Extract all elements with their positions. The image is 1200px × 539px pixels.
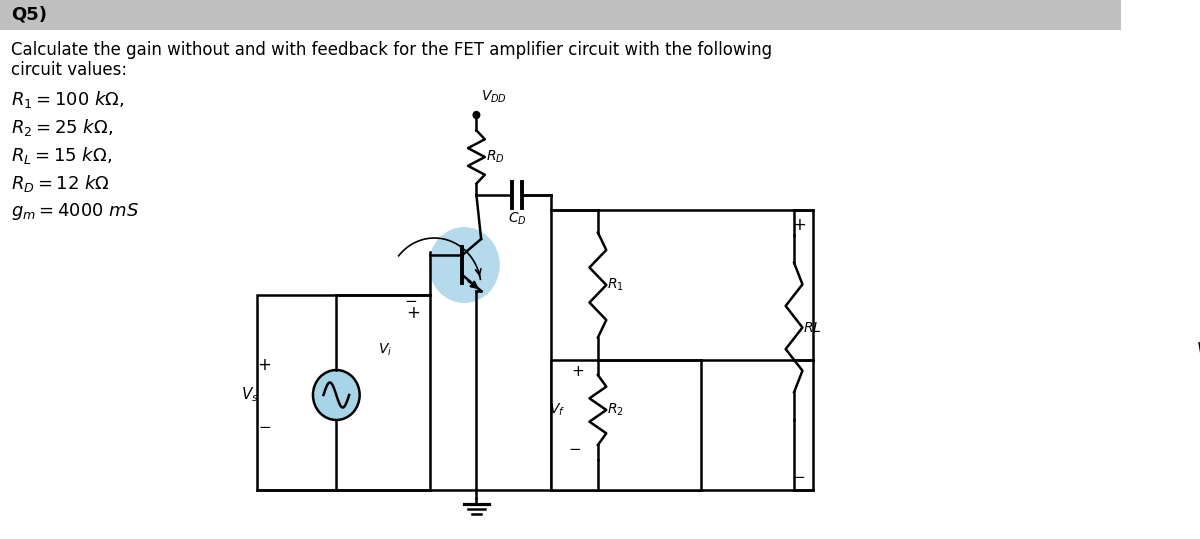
Text: $-$: $-$ xyxy=(258,418,271,432)
Text: $R_D$: $R_D$ xyxy=(486,149,504,165)
FancyBboxPatch shape xyxy=(0,0,1121,30)
Text: +: + xyxy=(258,356,271,374)
Text: $g_m = 4000\ mS$: $g_m = 4000\ mS$ xyxy=(11,202,139,223)
Text: $V_f$: $V_f$ xyxy=(550,402,565,418)
Circle shape xyxy=(313,370,360,420)
Text: $V_i$: $V_i$ xyxy=(378,342,392,358)
Text: +: + xyxy=(571,364,583,379)
Text: circuit values:: circuit values: xyxy=(11,61,127,79)
Text: $-$: $-$ xyxy=(792,467,805,482)
Text: $R_1 = 100\ k\Omega,$: $R_1 = 100\ k\Omega,$ xyxy=(11,89,125,110)
Circle shape xyxy=(473,112,480,119)
FancyBboxPatch shape xyxy=(257,295,430,490)
Text: +: + xyxy=(792,216,805,234)
Text: +: + xyxy=(406,304,420,322)
Text: $-$: $-$ xyxy=(404,292,418,307)
FancyBboxPatch shape xyxy=(551,360,701,490)
Text: $V_o$: $V_o$ xyxy=(1196,341,1200,360)
Text: Q5): Q5) xyxy=(11,6,47,24)
Text: $V_{DD}$: $V_{DD}$ xyxy=(481,88,508,105)
Circle shape xyxy=(428,227,499,303)
Text: $RL$: $RL$ xyxy=(804,321,822,335)
Text: Calculate the gain without and with feedback for the FET amplifier circuit with : Calculate the gain without and with feed… xyxy=(11,41,773,59)
Text: $-$: $-$ xyxy=(568,440,581,455)
Text: $V_s$: $V_s$ xyxy=(241,385,259,404)
Text: $R_2$: $R_2$ xyxy=(607,402,624,418)
Text: $R_D = 12\ k\Omega$: $R_D = 12\ k\Omega$ xyxy=(11,174,110,195)
Text: $R_1$: $R_1$ xyxy=(607,277,624,293)
Text: $R_2 = 25\ k\Omega,$: $R_2 = 25\ k\Omega,$ xyxy=(11,118,113,139)
Text: $R_L = 15\ k\Omega,$: $R_L = 15\ k\Omega,$ xyxy=(11,146,113,167)
Text: $C_D$: $C_D$ xyxy=(508,211,527,227)
FancyBboxPatch shape xyxy=(551,210,812,490)
